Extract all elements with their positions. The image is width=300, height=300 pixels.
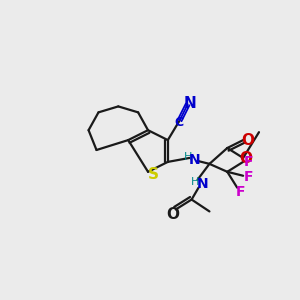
Text: F: F xyxy=(243,170,253,184)
Text: F: F xyxy=(236,184,245,199)
Text: H: H xyxy=(190,177,199,187)
Text: C: C xyxy=(174,116,183,129)
Text: S: S xyxy=(148,167,158,182)
Text: F: F xyxy=(243,155,253,169)
Text: O: O xyxy=(240,152,253,166)
Text: N: N xyxy=(183,96,196,111)
Text: O: O xyxy=(166,207,179,222)
Text: N: N xyxy=(197,177,208,191)
Text: O: O xyxy=(242,133,255,148)
Text: N: N xyxy=(189,153,200,167)
Text: H: H xyxy=(184,152,192,162)
